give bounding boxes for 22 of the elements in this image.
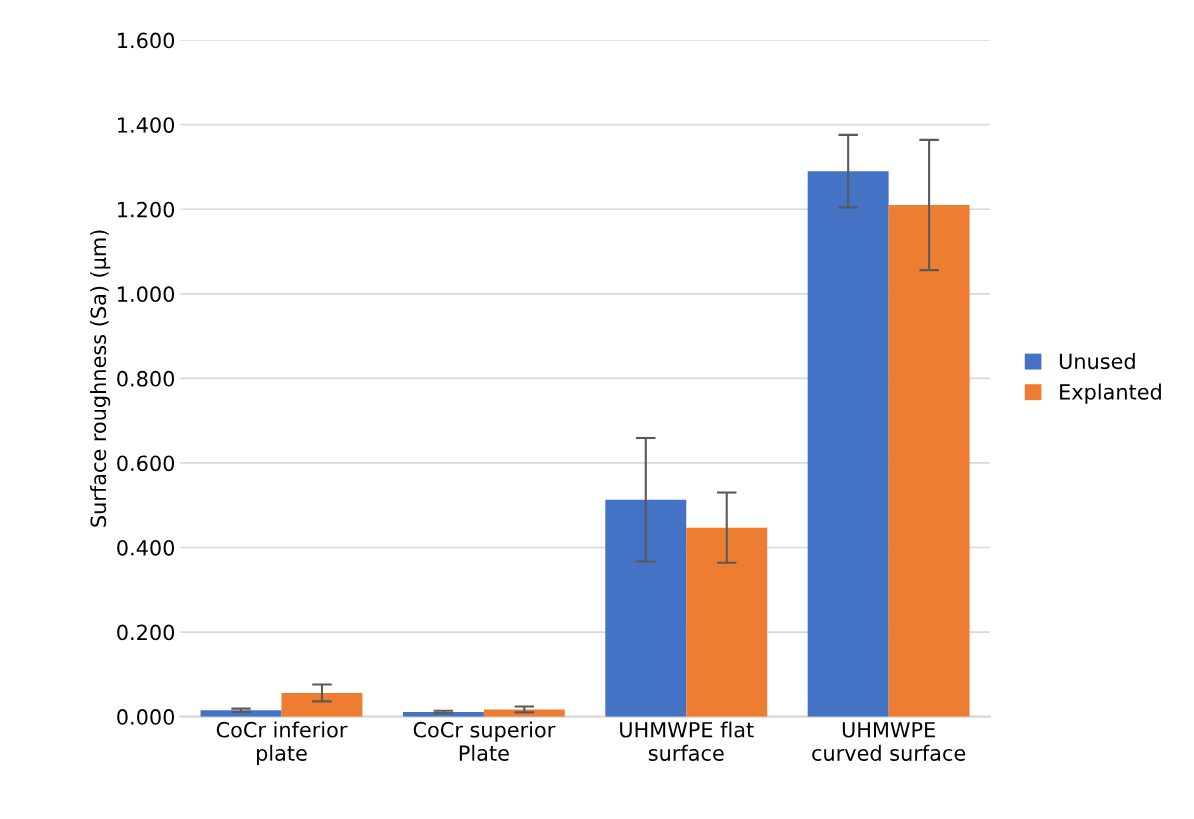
y-tick-label: 1.000: [118, 286, 175, 303]
y-tick-label: 1.600: [118, 32, 175, 49]
y-tick-label: 1.200: [118, 201, 175, 218]
bar: [888, 205, 970, 717]
x-tick-label: UHMWPE flat surface: [620, 721, 754, 761]
x-tick-label: CoCr superior Plate: [413, 721, 556, 761]
legend-label: Unused: [1059, 353, 1135, 370]
y-tick-label: 1.400: [118, 117, 175, 133]
x-tick-label: UHMWPE curved surface: [812, 722, 966, 761]
y-tick-label: 0.000: [117, 709, 175, 725]
legend-label: Explanted: [1060, 383, 1161, 404]
y-tick-label: 0.200: [117, 624, 175, 641]
bar: [686, 527, 768, 717]
x-tick-label: CoCr inferior plate: [216, 721, 348, 765]
bar: [605, 499, 687, 717]
y-axis-title: Surface roughness (Sa) (µm): [90, 230, 111, 527]
bar: [807, 171, 889, 717]
bar: [281, 692, 363, 717]
y-tick-label: 0.400: [117, 539, 175, 556]
bar: [483, 709, 565, 717]
y-tick-label: 0.800: [117, 370, 175, 387]
y-tick-label: 0.600: [117, 455, 175, 472]
